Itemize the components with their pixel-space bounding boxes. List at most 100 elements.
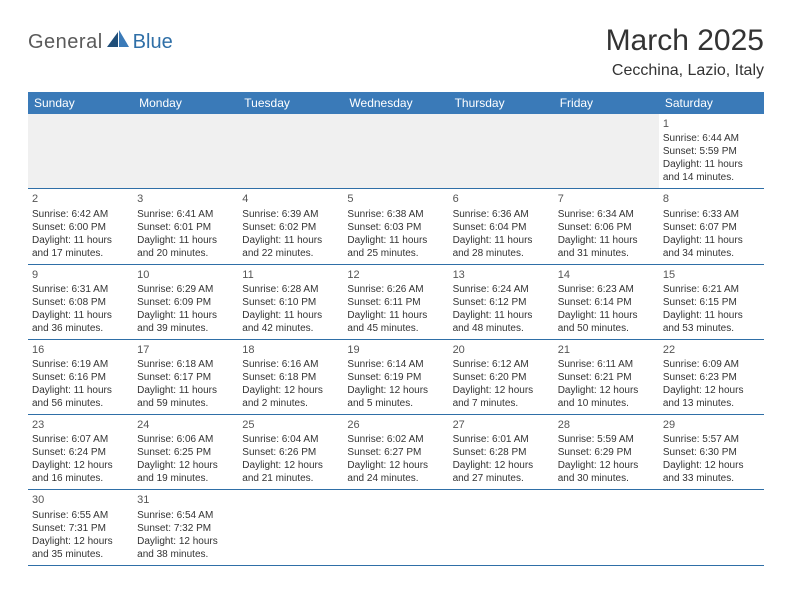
calendar-week: 2Sunrise: 6:42 AMSunset: 6:00 PMDaylight… <box>28 189 764 264</box>
sunrise-text: Sunrise: 6:38 AM <box>347 208 444 221</box>
sunrise-text: Sunrise: 6:34 AM <box>558 208 655 221</box>
daylight-text: Daylight: 11 hours and 42 minutes. <box>242 309 339 335</box>
sunset-text: Sunset: 7:32 PM <box>137 522 234 535</box>
calendar-cell: 5Sunrise: 6:38 AMSunset: 6:03 PMDaylight… <box>343 189 448 264</box>
daylight-text: Daylight: 12 hours and 33 minutes. <box>663 459 760 485</box>
sunrise-text: Sunrise: 6:29 AM <box>137 283 234 296</box>
day-number: 30 <box>32 493 129 507</box>
day-number: 12 <box>347 268 444 282</box>
day-number: 13 <box>453 268 550 282</box>
day-number: 19 <box>347 343 444 357</box>
daylight-text: Daylight: 11 hours and 56 minutes. <box>32 384 129 410</box>
calendar-cell <box>659 490 764 565</box>
day-number: 1 <box>663 117 760 131</box>
daylight-text: Daylight: 11 hours and 20 minutes. <box>137 234 234 260</box>
daylight-text: Daylight: 11 hours and 25 minutes. <box>347 234 444 260</box>
sunrise-text: Sunrise: 6:14 AM <box>347 358 444 371</box>
sunset-text: Sunset: 6:27 PM <box>347 446 444 459</box>
calendar-table: SundayMondayTuesdayWednesdayThursdayFrid… <box>28 92 764 566</box>
sunset-text: Sunset: 6:07 PM <box>663 221 760 234</box>
page-title: March 2025 <box>606 24 764 58</box>
day-number: 2 <box>32 192 129 206</box>
header: General Blue March 2025 Cecchina, Lazio,… <box>28 24 764 80</box>
sunset-text: Sunset: 6:03 PM <box>347 221 444 234</box>
day-number: 21 <box>558 343 655 357</box>
sunrise-text: Sunrise: 6:28 AM <box>242 283 339 296</box>
calendar-week: 23Sunrise: 6:07 AMSunset: 6:24 PMDayligh… <box>28 415 764 490</box>
sunset-text: Sunset: 6:01 PM <box>137 221 234 234</box>
calendar-cell <box>449 114 554 189</box>
day-header: Friday <box>554 92 659 114</box>
calendar-cell: 19Sunrise: 6:14 AMSunset: 6:19 PMDayligh… <box>343 339 448 414</box>
sunrise-text: Sunrise: 6:01 AM <box>453 433 550 446</box>
day-number: 29 <box>663 418 760 432</box>
calendar-cell <box>343 490 448 565</box>
sunrise-text: Sunrise: 6:54 AM <box>137 509 234 522</box>
day-number: 6 <box>453 192 550 206</box>
calendar-cell: 9Sunrise: 6:31 AMSunset: 6:08 PMDaylight… <box>28 264 133 339</box>
calendar-cell: 18Sunrise: 6:16 AMSunset: 6:18 PMDayligh… <box>238 339 343 414</box>
sunrise-text: Sunrise: 6:06 AM <box>137 433 234 446</box>
sunset-text: Sunset: 5:59 PM <box>663 145 760 158</box>
logo-text-blue: Blue <box>133 31 173 54</box>
calendar-cell: 16Sunrise: 6:19 AMSunset: 6:16 PMDayligh… <box>28 339 133 414</box>
sunset-text: Sunset: 7:31 PM <box>32 522 129 535</box>
calendar-week: 30Sunrise: 6:55 AMSunset: 7:31 PMDayligh… <box>28 490 764 565</box>
calendar-cell: 21Sunrise: 6:11 AMSunset: 6:21 PMDayligh… <box>554 339 659 414</box>
day-header: Thursday <box>449 92 554 114</box>
sunrise-text: Sunrise: 6:41 AM <box>137 208 234 221</box>
day-number: 7 <box>558 192 655 206</box>
sunset-text: Sunset: 6:26 PM <box>242 446 339 459</box>
day-header: Saturday <box>659 92 764 114</box>
calendar-cell: 20Sunrise: 6:12 AMSunset: 6:20 PMDayligh… <box>449 339 554 414</box>
calendar-cell <box>133 114 238 189</box>
daylight-text: Daylight: 11 hours and 45 minutes. <box>347 309 444 335</box>
sunset-text: Sunset: 6:06 PM <box>558 221 655 234</box>
sunset-text: Sunset: 6:24 PM <box>32 446 129 459</box>
calendar-cell <box>343 114 448 189</box>
sunrise-text: Sunrise: 6:26 AM <box>347 283 444 296</box>
calendar-cell <box>238 490 343 565</box>
calendar-cell <box>554 114 659 189</box>
sunset-text: Sunset: 6:16 PM <box>32 371 129 384</box>
sunrise-text: Sunrise: 6:16 AM <box>242 358 339 371</box>
day-number: 22 <box>663 343 760 357</box>
calendar-cell: 12Sunrise: 6:26 AMSunset: 6:11 PMDayligh… <box>343 264 448 339</box>
calendar-cell: 10Sunrise: 6:29 AMSunset: 6:09 PMDayligh… <box>133 264 238 339</box>
sunset-text: Sunset: 6:23 PM <box>663 371 760 384</box>
sunset-text: Sunset: 6:19 PM <box>347 371 444 384</box>
day-number: 14 <box>558 268 655 282</box>
sail-icon <box>107 30 129 53</box>
calendar-cell: 31Sunrise: 6:54 AMSunset: 7:32 PMDayligh… <box>133 490 238 565</box>
sunrise-text: Sunrise: 6:19 AM <box>32 358 129 371</box>
day-number: 15 <box>663 268 760 282</box>
daylight-text: Daylight: 11 hours and 34 minutes. <box>663 234 760 260</box>
calendar-week: 9Sunrise: 6:31 AMSunset: 6:08 PMDaylight… <box>28 264 764 339</box>
sunrise-text: Sunrise: 6:09 AM <box>663 358 760 371</box>
sunrise-text: Sunrise: 6:44 AM <box>663 132 760 145</box>
day-number: 28 <box>558 418 655 432</box>
sunset-text: Sunset: 6:15 PM <box>663 296 760 309</box>
daylight-text: Daylight: 11 hours and 53 minutes. <box>663 309 760 335</box>
calendar-cell: 27Sunrise: 6:01 AMSunset: 6:28 PMDayligh… <box>449 415 554 490</box>
sunset-text: Sunset: 6:08 PM <box>32 296 129 309</box>
daylight-text: Daylight: 11 hours and 17 minutes. <box>32 234 129 260</box>
sunset-text: Sunset: 6:30 PM <box>663 446 760 459</box>
sunset-text: Sunset: 6:25 PM <box>137 446 234 459</box>
daylight-text: Daylight: 12 hours and 30 minutes. <box>558 459 655 485</box>
calendar-cell: 1Sunrise: 6:44 AMSunset: 5:59 PMDaylight… <box>659 114 764 189</box>
day-number: 26 <box>347 418 444 432</box>
day-number: 11 <box>242 268 339 282</box>
daylight-text: Daylight: 12 hours and 19 minutes. <box>137 459 234 485</box>
daylight-text: Daylight: 12 hours and 24 minutes. <box>347 459 444 485</box>
sunrise-text: Sunrise: 5:59 AM <box>558 433 655 446</box>
sunset-text: Sunset: 6:20 PM <box>453 371 550 384</box>
sunset-text: Sunset: 6:21 PM <box>558 371 655 384</box>
day-number: 4 <box>242 192 339 206</box>
day-number: 3 <box>137 192 234 206</box>
daylight-text: Daylight: 12 hours and 7 minutes. <box>453 384 550 410</box>
sunset-text: Sunset: 6:12 PM <box>453 296 550 309</box>
daylight-text: Daylight: 12 hours and 5 minutes. <box>347 384 444 410</box>
sunrise-text: Sunrise: 6:33 AM <box>663 208 760 221</box>
daylight-text: Daylight: 11 hours and 28 minutes. <box>453 234 550 260</box>
